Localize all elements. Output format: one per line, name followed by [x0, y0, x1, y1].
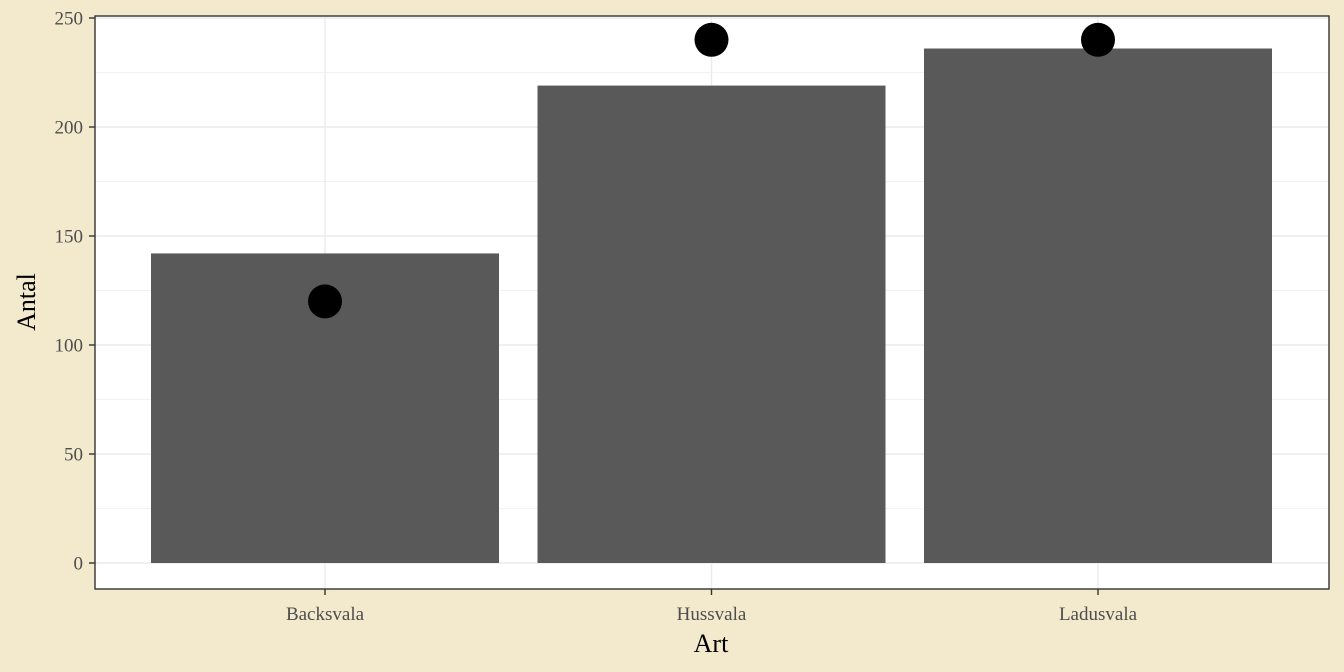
- x-axis-title: Art: [694, 629, 729, 658]
- y-axis-title: Antal: [12, 273, 41, 331]
- y-tick-label: 250: [55, 9, 84, 30]
- point-backsvala: [308, 284, 342, 319]
- y-tick-label: 100: [55, 336, 84, 357]
- x-tick-label: Backsvala: [286, 604, 365, 625]
- y-tick-label: 0: [74, 554, 84, 575]
- y-axis: 0 50 100 150 200 250: [55, 9, 95, 575]
- point-series: [308, 22, 1115, 319]
- x-axis: Backsvala Hussvala Ladusvala: [286, 589, 1138, 625]
- bar-ladusvala: [924, 48, 1272, 563]
- x-tick-label: Hussvala: [677, 604, 747, 625]
- bar-hussvala: [537, 85, 886, 563]
- y-tick-label: 150: [55, 227, 84, 248]
- y-tick-label: 50: [64, 445, 83, 466]
- y-tick-label: 200: [55, 118, 84, 139]
- point-hussvala: [694, 22, 729, 57]
- x-tick-label: Ladusvala: [1059, 604, 1138, 625]
- point-ladusvala: [1081, 22, 1115, 57]
